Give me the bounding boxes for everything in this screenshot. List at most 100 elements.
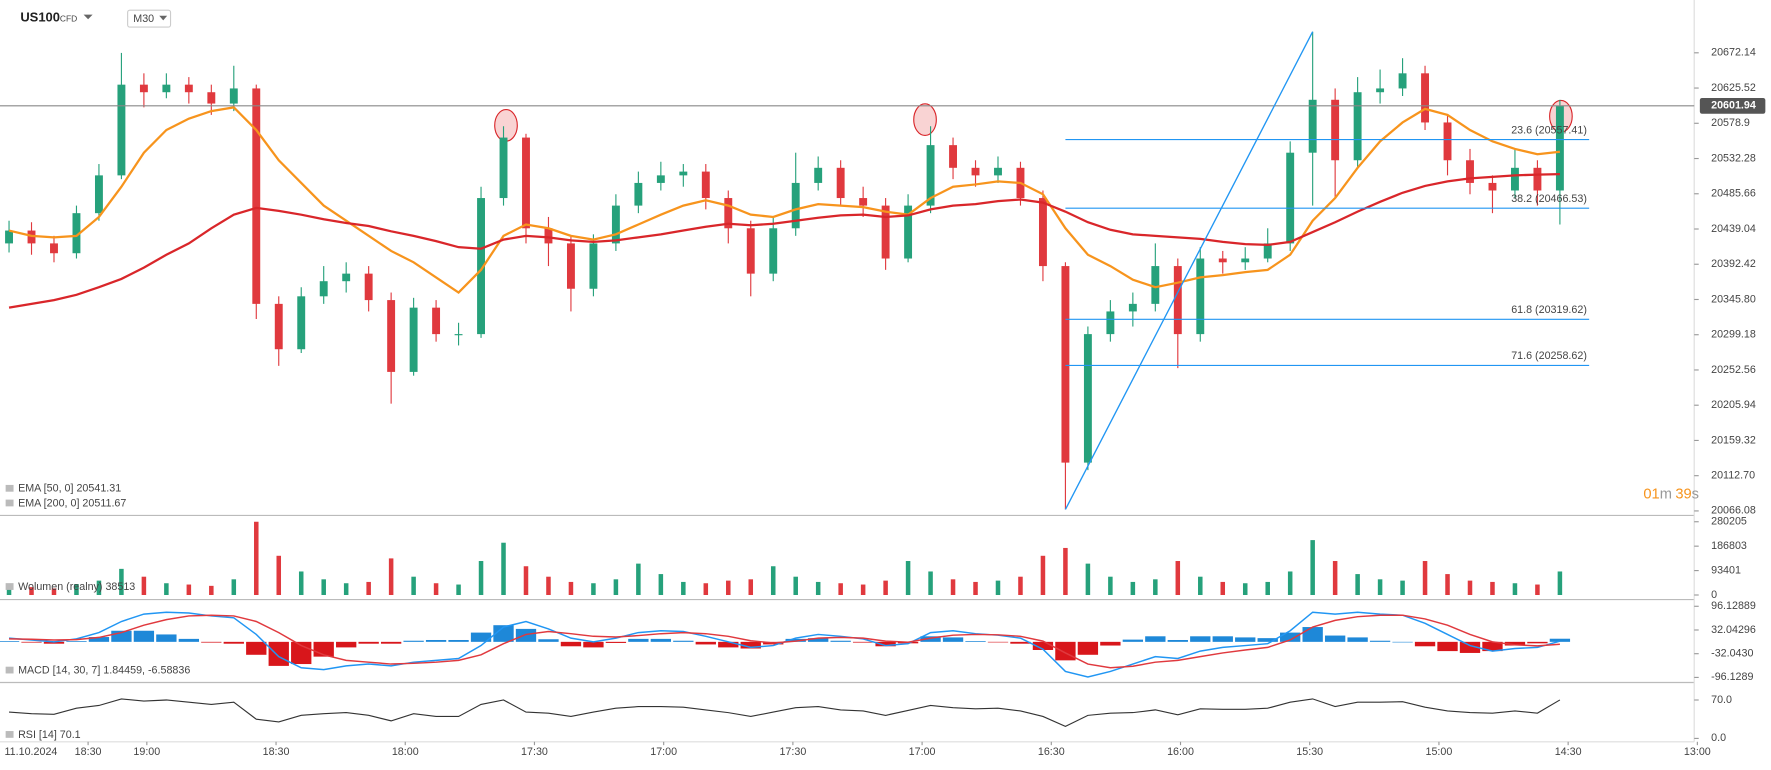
candle-body: [814, 167, 823, 183]
candle-body: [454, 334, 463, 336]
candle-body: [1151, 266, 1160, 304]
macd-histogram-bar: [1504, 641, 1526, 646]
y-tick-label: 20485.66: [1711, 188, 1756, 200]
dropdown-arrow[interactable]: [83, 14, 93, 20]
y-tick-label: 93401: [1711, 564, 1741, 576]
y-tick-label: 20112.70: [1711, 470, 1755, 482]
x-tick-label: 16:00: [1167, 746, 1194, 758]
volume-bar: [1310, 540, 1315, 595]
x-tick-label: 16:30: [1038, 746, 1065, 758]
timeframe-button[interactable]: [127, 9, 172, 28]
candle-body: [1061, 266, 1070, 463]
volume-bar: [298, 571, 304, 595]
candle-body: [859, 198, 868, 206]
volume-bar: [1332, 561, 1338, 595]
candle-body: [499, 137, 508, 199]
volume-bar: [748, 579, 754, 595]
x-tick-label: 17:30: [779, 746, 806, 758]
macd-histogram-bar: [448, 639, 469, 642]
legend-label: EMA [200, 0] 20511.67: [18, 497, 126, 509]
volume-bar: [658, 574, 664, 595]
instrument-type: CFD: [60, 13, 77, 23]
volume-bar: [321, 579, 326, 595]
macd-histogram-bar: [133, 630, 155, 642]
candle-body: [1555, 105, 1564, 191]
y-tick-label: 0: [1711, 589, 1717, 601]
candle-body: [27, 230, 36, 244]
macd-histogram-bar: [965, 641, 986, 642]
x-tick-label: 17:00: [909, 746, 936, 758]
macd-histogram-bar: [650, 638, 672, 642]
macd-histogram-bar: [1055, 641, 1076, 661]
macd-histogram-bar: [1257, 638, 1278, 642]
candle-body: [409, 307, 418, 372]
macd-histogram-bar: [425, 639, 447, 642]
macd-histogram-bar: [380, 641, 402, 644]
candle-body: [656, 175, 665, 183]
volume-bar: [1063, 547, 1068, 595]
macd-histogram-bar: [1482, 641, 1503, 652]
macd-histogram-bar: [1032, 641, 1054, 650]
candle-body: [432, 307, 441, 335]
legend-icon: [5, 666, 14, 674]
candle-body: [971, 167, 980, 176]
macd-histogram-bar: [201, 641, 222, 643]
candle-body: [611, 205, 620, 244]
macd-histogram-bar: [43, 641, 65, 644]
macd-histogram-bar: [920, 636, 941, 642]
candle-body: [1398, 73, 1407, 89]
macd-histogram-bar: [1459, 641, 1481, 653]
candle-body: [342, 273, 351, 282]
candle-body: [1376, 88, 1385, 93]
macd-histogram-bar: [1077, 641, 1099, 655]
volume-bar: [186, 584, 192, 595]
candle-body: [1083, 334, 1092, 463]
candle-body: [274, 303, 283, 350]
macd-histogram-bar: [156, 634, 177, 642]
volume-bar: [950, 579, 956, 595]
macd-histogram-bar: [1190, 636, 1211, 642]
timeframe[interactable]: M30: [133, 13, 154, 25]
volume-bar: [29, 587, 34, 595]
candle-body: [1263, 243, 1272, 259]
macd-histogram-bar: [1010, 641, 1031, 644]
macd-histogram-bar: [178, 638, 200, 642]
macd-histogram-bar: [470, 632, 492, 642]
candle-body: [1331, 99, 1340, 161]
volume-bar: [1422, 561, 1428, 595]
volume-bar: [119, 568, 124, 595]
macd-histogram-bar: [1392, 641, 1413, 643]
x-tick-label: 19:00: [133, 746, 160, 758]
volume-bar: [209, 585, 214, 595]
volume-bar: [456, 584, 461, 595]
macd-histogram-bar: [1347, 637, 1368, 642]
y-tick-label: 20392.42: [1711, 258, 1756, 270]
fib-label: 38.2 (20466.53): [1511, 193, 1587, 205]
volume-bar: [1220, 581, 1226, 595]
volume-bar: [1377, 579, 1383, 595]
volume-bar: [928, 571, 933, 595]
y-tick-label: 20439.04: [1711, 223, 1756, 235]
candle-body: [634, 182, 643, 206]
y-tick-label: 20066.08: [1711, 505, 1756, 517]
candle-body: [5, 230, 13, 244]
macd-histogram-bar: [268, 641, 289, 666]
macd-histogram-bar: [942, 637, 964, 642]
candle-body: [139, 84, 148, 93]
volume-bar: [815, 581, 821, 595]
volume-bar: [1175, 561, 1181, 595]
dropdown-arrow[interactable]: [159, 15, 168, 21]
volume-bar: [1130, 581, 1136, 595]
y-tick-label: 20299.18: [1711, 329, 1756, 341]
candle-body: [791, 182, 800, 229]
volume-bar: [726, 580, 731, 595]
symbol[interactable]: US100: [20, 9, 60, 24]
volume-bar: [636, 563, 641, 595]
y-tick-label: 20205.94: [1711, 399, 1756, 411]
volume-bar: [1535, 584, 1540, 595]
macd-histogram-bar: [1414, 641, 1436, 647]
candle-body: [881, 205, 890, 259]
last-price-label: 20601.94: [1711, 100, 1756, 112]
candle-body: [229, 88, 238, 104]
